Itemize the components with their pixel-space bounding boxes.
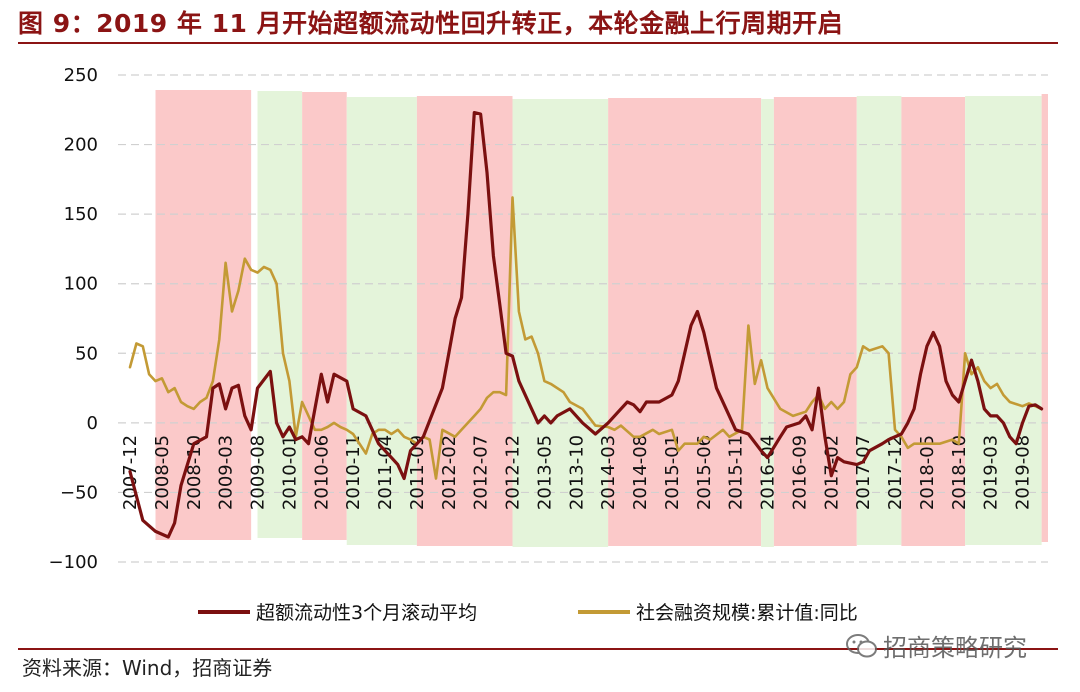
phase-band-up <box>901 97 966 546</box>
watermark-text: 招商策略研究 <box>883 634 1027 662</box>
x-tick-label: 2013-05 <box>534 435 555 510</box>
y-axis-ticks: −100 −50 0 50 100 150 200 250 <box>49 65 98 573</box>
liquidity-3m-avg-line <box>128 111 1044 539</box>
x-axis-ticks: 2007-12 2008-05 2008-10 2009-03 2009-08 2010-… <box>120 435 1034 510</box>
y-tick-label: 150 <box>64 204 98 225</box>
x-tick-label: 2015-06 <box>694 435 715 510</box>
x-tick-label: 2019-08 <box>1013 435 1034 510</box>
x-tick-label: 2008-10 <box>184 435 205 510</box>
x-tick-label: 2014-03 <box>598 435 619 510</box>
phase-band-up <box>773 97 857 546</box>
x-tick-label: 2012-07 <box>471 435 492 510</box>
gridlines <box>118 74 1048 563</box>
phase-band-up <box>608 98 762 546</box>
phase-bands <box>155 90 1048 547</box>
y-tick-label: 50 <box>75 343 98 364</box>
x-tick-label: 2010-11 <box>343 435 364 510</box>
watermark: 招商策略研究 <box>845 628 1027 663</box>
phase-band-down <box>512 99 609 547</box>
y-tick-label: 250 <box>64 65 98 86</box>
x-tick-label: 2012-02 <box>439 435 460 510</box>
x-tick-label: 2018-10 <box>949 435 970 510</box>
y-tick-label: 200 <box>64 135 98 156</box>
y-tick-label: −100 <box>49 552 98 573</box>
x-tick-label: 2008-05 <box>152 435 173 510</box>
x-tick-label: 2015-01 <box>662 435 683 510</box>
chart-title: 图 9：2019 年 11 月开始超额流动性回升转正，本轮金融上行周期开启 <box>18 9 844 38</box>
x-tick-label: 2011-04 <box>375 435 396 510</box>
x-tick-label: 2019-03 <box>981 435 1002 510</box>
phase-band-up <box>1041 94 1048 542</box>
x-tick-label: 2017-07 <box>853 435 874 510</box>
phase-band-up <box>155 90 252 540</box>
y-tick-label: −50 <box>60 482 98 503</box>
phase-band-up <box>416 96 513 546</box>
x-tick-label: 2017-12 <box>885 435 906 510</box>
legend: 超额流动性3个月滚动平均 社会融资规模:累计值:同比 <box>198 602 858 624</box>
x-tick-label: 2014-08 <box>630 435 651 510</box>
source-note: 资料来源：Wind，招商证券 <box>22 656 273 680</box>
phase-band-down <box>856 96 902 545</box>
x-tick-label: 2013-10 <box>566 435 587 510</box>
x-tick-label: 2012-12 <box>503 435 524 510</box>
series-lines <box>128 111 1044 539</box>
x-tick-label: 2016-09 <box>789 435 810 510</box>
legend-label: 社会融资规模:累计值:同比 <box>636 602 858 624</box>
y-tick-label: 0 <box>87 413 98 434</box>
phase-band-down <box>965 96 1042 545</box>
y-tick-label: 100 <box>64 274 98 295</box>
x-tick-label: 2010-06 <box>311 435 332 510</box>
x-tick-label: 2018-05 <box>917 435 938 510</box>
wechat-icon <box>846 633 877 657</box>
title-rule <box>18 42 1058 44</box>
phase-band-up <box>302 92 347 540</box>
x-tick-label: 2011-09 <box>407 435 428 510</box>
x-tick-label: 2010-01 <box>279 435 300 510</box>
x-tick-label: 2009-03 <box>216 435 237 510</box>
footer-rule <box>18 648 1058 650</box>
legend-label: 超额流动性3个月滚动平均 <box>256 602 477 624</box>
x-tick-label: 2009-08 <box>248 435 269 510</box>
tsf-yoy-line <box>128 196 1043 480</box>
phase-band-down <box>761 99 774 547</box>
x-tick-label: 2015-11 <box>726 435 747 510</box>
